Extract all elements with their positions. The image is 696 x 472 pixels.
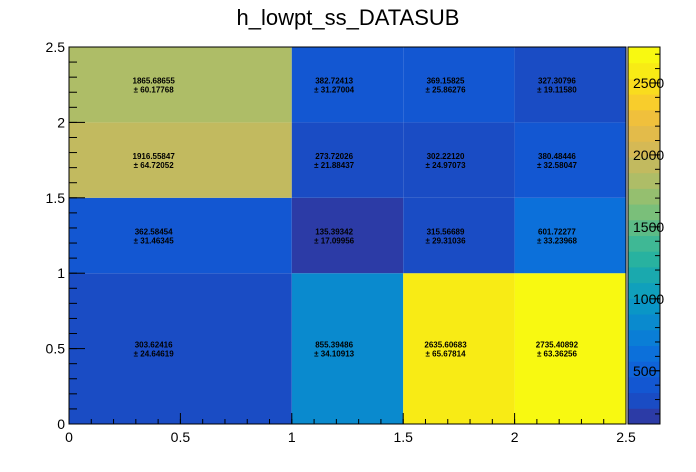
cell-error-label: ± 29.31036 bbox=[426, 237, 467, 246]
heatmap-cell bbox=[403, 273, 515, 424]
heatmap-cell bbox=[291, 273, 404, 424]
chart-title: h_lowpt_ss_DATASUB bbox=[237, 5, 460, 30]
x-tick-label: 0 bbox=[65, 429, 73, 445]
heatmap-cell bbox=[403, 197, 515, 274]
colorbar-segment bbox=[628, 78, 660, 95]
colorbar-segment bbox=[628, 47, 660, 64]
y-tick-label: 0 bbox=[57, 416, 65, 432]
cell-value-label: 2635.60683 bbox=[424, 341, 467, 350]
x-tick-label: 2.5 bbox=[616, 429, 636, 445]
cell-error-label: ± 34.10913 bbox=[314, 350, 355, 359]
colorbar-segment bbox=[628, 125, 660, 142]
x-tick-label: 1.5 bbox=[393, 429, 413, 445]
cell-error-label: ± 25.86276 bbox=[426, 86, 467, 95]
heatmap-cell bbox=[403, 47, 515, 123]
colorbar-segment bbox=[628, 329, 660, 346]
x-tick-label: 1 bbox=[288, 429, 296, 445]
colorbar-segment bbox=[628, 94, 660, 111]
cell-error-label: ± 32.58047 bbox=[537, 161, 578, 170]
colorbar-segment bbox=[628, 141, 660, 158]
colorbar-tick-label: 1000 bbox=[633, 291, 664, 307]
cell-value-label: 855.39486 bbox=[315, 341, 353, 350]
cell-value-label: 1865.68655 bbox=[133, 77, 176, 86]
colorbar-segment bbox=[628, 204, 660, 221]
cell-value-label: 315.56689 bbox=[427, 228, 465, 237]
cell-error-label: ± 63.36256 bbox=[537, 350, 578, 359]
colorbar-tick-label: 2000 bbox=[633, 147, 664, 163]
cell-value-label: 382.72413 bbox=[315, 77, 353, 86]
colorbar-segment bbox=[628, 235, 660, 252]
colorbar-segment bbox=[628, 188, 660, 205]
cell-value-label: 135.39342 bbox=[315, 228, 353, 237]
colorbar: 500 1000 1500 2000 2500 bbox=[627, 46, 664, 425]
heatmap-cell bbox=[514, 47, 626, 123]
heatmap-cell bbox=[514, 273, 626, 424]
cell-error-label: ± 24.97073 bbox=[426, 161, 467, 170]
heatmap-cell bbox=[403, 122, 515, 198]
heatmap-cell bbox=[291, 47, 404, 123]
colorbar-segment bbox=[628, 361, 660, 378]
cell-labels: 303.62416± 24.64619 855.39486± 34.10913 26… bbox=[133, 77, 579, 359]
colorbar-frame bbox=[627, 46, 661, 425]
cell-value-label: 380.48446 bbox=[538, 152, 576, 161]
x-tick-label: 0.5 bbox=[171, 429, 191, 445]
cell-error-label: ± 31.27004 bbox=[314, 86, 355, 95]
cell-value-label: 1916.55847 bbox=[133, 152, 176, 161]
cell-value-label: 601.72277 bbox=[538, 228, 576, 237]
colorbar-segment bbox=[628, 62, 660, 79]
cell-value-label: 362.58454 bbox=[135, 228, 173, 237]
heatmap-cells bbox=[69, 47, 626, 424]
colorbar-segment bbox=[628, 219, 660, 236]
cell-error-label: ± 60.17768 bbox=[134, 86, 175, 95]
cell-error-label: ± 17.09956 bbox=[314, 237, 355, 246]
colorbar-segment bbox=[628, 392, 660, 409]
colorbar-tick-label: 2500 bbox=[633, 75, 664, 91]
heatmap-cell bbox=[514, 122, 626, 198]
colorbar-segment bbox=[628, 156, 660, 174]
colorbar-segment bbox=[628, 251, 660, 268]
colorbar-segment bbox=[628, 282, 660, 299]
x-tick-label: 2 bbox=[511, 429, 519, 445]
colorbar-segment bbox=[628, 345, 660, 362]
heatmap-cell bbox=[514, 197, 626, 274]
heatmap-cell bbox=[69, 197, 292, 274]
colorbar-segment bbox=[628, 314, 660, 331]
cell-value-label: 327.30796 bbox=[538, 77, 576, 86]
cell-error-label: ± 64.72052 bbox=[134, 161, 175, 170]
cell-error-label: ± 21.88437 bbox=[314, 161, 355, 170]
colorbar-segment bbox=[628, 172, 660, 189]
cell-value-label: 369.15825 bbox=[427, 77, 465, 86]
heatmap-cell bbox=[291, 122, 404, 198]
cell-error-label: ± 65.67814 bbox=[426, 350, 467, 359]
cell-value-label: 273.72026 bbox=[315, 152, 353, 161]
colorbar-segment bbox=[628, 109, 660, 127]
heatmap-cell bbox=[291, 197, 404, 274]
colorbar-segment bbox=[628, 298, 660, 315]
cell-error-label: ± 31.46345 bbox=[134, 237, 175, 246]
axes: 0 0.5 1 1.5 2 2.5 0 0.5 1 1.5 2 2.5 bbox=[46, 39, 636, 445]
cell-value-label: 2735.40892 bbox=[536, 341, 579, 350]
y-tick-label: 2 bbox=[57, 114, 65, 130]
cell-value-label: 302.22120 bbox=[427, 152, 465, 161]
heatmap-cell bbox=[69, 273, 292, 424]
cell-error-label: ± 24.64619 bbox=[134, 350, 175, 359]
heatmap-cell bbox=[69, 47, 292, 123]
y-tick-label: 1.5 bbox=[46, 190, 66, 206]
cell-error-label: ± 33.23968 bbox=[537, 237, 578, 246]
plot-frame bbox=[68, 46, 627, 425]
colorbar-segment bbox=[628, 408, 660, 425]
cell-error-label: ± 19.11580 bbox=[537, 86, 577, 95]
cell-value-label: 303.62416 bbox=[135, 341, 173, 350]
colorbar-tick-label: 500 bbox=[633, 363, 657, 379]
y-tick-label: 1 bbox=[57, 265, 65, 281]
heatmap-cell bbox=[69, 122, 292, 198]
colorbar-segment bbox=[628, 266, 660, 284]
colorbar-tick-label: 1500 bbox=[633, 219, 664, 235]
colorbar-segment bbox=[628, 376, 660, 394]
y-tick-label: 2.5 bbox=[46, 39, 66, 55]
y-tick-label: 0.5 bbox=[46, 341, 66, 357]
